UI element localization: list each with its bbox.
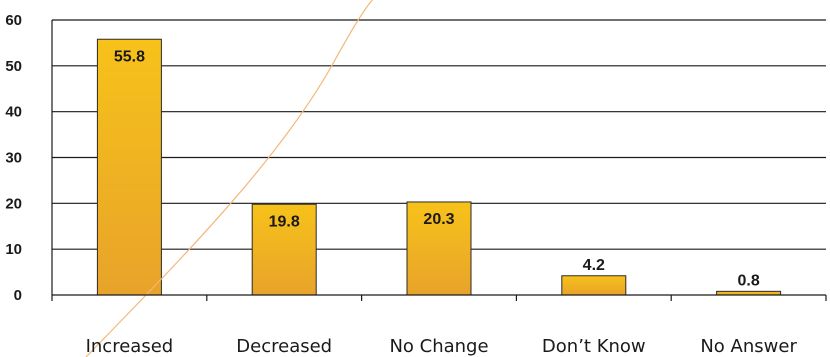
y-tick-label: 30	[5, 150, 22, 167]
y-tick-label: 20	[5, 195, 22, 212]
bars	[96, 38, 782, 296]
decorative-curve	[85, 0, 374, 357]
grid-lines	[51, 19, 826, 295]
data-label: 19.8	[269, 213, 300, 230]
y-tick-label: 50	[5, 58, 22, 75]
y-tick-label: 10	[5, 241, 22, 258]
category-labels: Increased Decreased No Change Don’t Know No …	[86, 336, 798, 357]
category-label: Don’t Know	[542, 336, 646, 357]
y-tick-label: 60	[5, 12, 22, 29]
x-axis	[51, 294, 827, 301]
data-label: 20.3	[423, 211, 454, 228]
data-label: 55.8	[114, 48, 145, 65]
category-label: Decreased	[236, 336, 332, 357]
bar	[406, 201, 472, 296]
bar	[96, 38, 162, 296]
category-label: Increased	[86, 336, 174, 357]
y-tick-label: 40	[5, 104, 22, 121]
data-label: 4.2	[583, 257, 605, 274]
category-label: No Change	[389, 336, 488, 357]
category-label: No Answer	[700, 336, 797, 357]
bar	[561, 275, 627, 296]
y-tick-label: 0	[14, 287, 22, 304]
data-labels: 55.8 19.8 20.3 4.2 0.8	[114, 48, 760, 289]
y-tick-labels: 0 10 20 30 40 50 60	[5, 12, 22, 304]
data-label: 0.8	[737, 272, 759, 289]
